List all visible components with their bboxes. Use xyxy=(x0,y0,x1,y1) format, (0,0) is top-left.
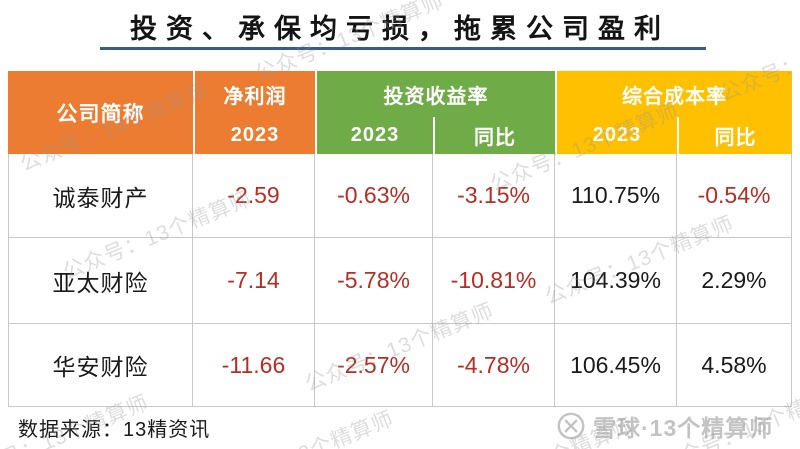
data-source-label: 数据来源：13精资讯 xyxy=(18,419,211,441)
cell-investment-return: -0.63% xyxy=(315,154,433,238)
page-title: 投资、承保均亏损，拖累公司盈利 xyxy=(130,14,670,44)
watermark-text: 公众号：13个精算师 xyxy=(200,403,398,449)
header-company: 公司简称 xyxy=(8,71,193,154)
brand-name-label: 雪球·13个精算师 xyxy=(593,415,774,441)
xueqiu-circle-x-icon xyxy=(556,411,586,441)
header-investment-year: 2023 xyxy=(315,117,433,154)
header-cost-year: 2023 xyxy=(555,117,677,154)
data-table: 公司简称 净利润 投资收益率 综合成本率 2023 2023 同比 2023 同… xyxy=(8,71,792,407)
header-net-profit-year: 2023 xyxy=(193,117,315,154)
cell-cost-yoy: 4.58% xyxy=(677,324,792,407)
cell-combined-cost: 104.39% xyxy=(555,238,677,324)
header-net-profit: 净利润 xyxy=(193,71,315,117)
brand-footer: 雪球·13个精算师 xyxy=(556,409,773,443)
cell-investment-yoy: -3.15% xyxy=(433,154,555,238)
title-underline xyxy=(100,47,706,50)
header-cost-yoy: 同比 xyxy=(677,117,792,154)
cell-combined-cost: 106.45% xyxy=(555,324,677,407)
cell-investment-yoy: -10.81% xyxy=(433,238,555,324)
cell-company: 亚太财险 xyxy=(8,238,193,324)
cell-cost-yoy: 2.29% xyxy=(677,238,792,324)
cell-investment-return: -5.78% xyxy=(315,238,433,324)
cell-combined-cost: 110.75% xyxy=(555,154,677,238)
cell-company: 华安财险 xyxy=(8,324,193,407)
cell-investment-return: -2.57% xyxy=(315,324,433,407)
cell-cost-yoy: -0.54% xyxy=(677,154,792,238)
cell-net-profit: -11.66 xyxy=(193,324,315,407)
cell-net-profit: -7.14 xyxy=(193,238,315,324)
header-investment-yoy: 同比 xyxy=(433,117,555,154)
header-investment-return-group: 投资收益率 xyxy=(315,71,555,117)
cell-investment-yoy: -4.78% xyxy=(433,324,555,407)
header-combined-cost-group: 综合成本率 xyxy=(555,71,792,117)
cell-net-profit: -2.59 xyxy=(193,154,315,238)
cell-company: 诚泰财产 xyxy=(8,154,193,238)
